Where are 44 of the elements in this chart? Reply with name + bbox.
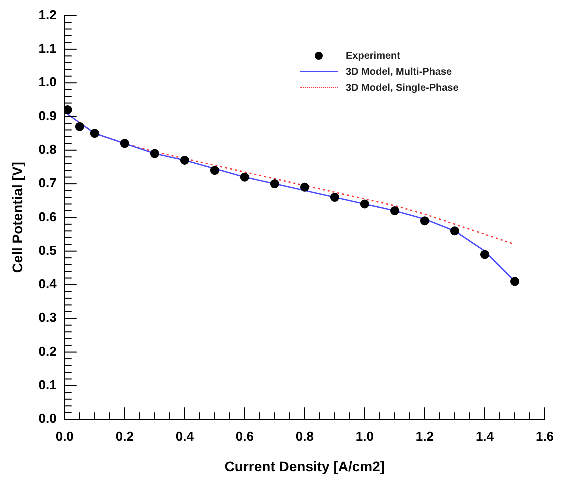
y-tick-label: 0.5: [38, 242, 57, 258]
y-tick-label: 1.2: [38, 7, 57, 22]
point: [240, 172, 250, 182]
y-tick-label: 0.1: [38, 378, 57, 393]
point: [450, 226, 460, 236]
y-axis-title: Cell Potential [V]: [9, 162, 26, 274]
x-tick-label: 0.8: [296, 428, 314, 444]
point: [210, 166, 220, 176]
y-tick-label: 1.1: [38, 41, 57, 56]
x-tick-label: 1.4: [476, 428, 495, 444]
y-tick-label: 1.0: [38, 74, 57, 90]
point: [270, 180, 280, 189]
y-tick-label: 0.8: [38, 142, 57, 157]
y-tick-label: 0.6: [38, 209, 57, 224]
point: [180, 156, 190, 165]
y-tick-label: 0.2: [38, 344, 57, 359]
x-axis-title: Current Density [A/cm2]: [224, 458, 386, 474]
y-tick-label: 0.3: [38, 310, 57, 326]
point: [510, 277, 520, 286]
y-tick-label: 0.0: [38, 411, 57, 426]
point: [64, 106, 72, 115]
point: [75, 122, 84, 132]
x-tick-label: 0.4: [176, 428, 195, 444]
point: [420, 216, 430, 226]
point: [480, 250, 490, 260]
legend-label: 3D Model, Single-Phase: [346, 82, 459, 94]
x-tick-label: 1.2: [416, 428, 434, 444]
x-tick-label: 0.6: [236, 428, 254, 444]
legend-label: Experiment: [346, 50, 400, 62]
point: [330, 193, 340, 202]
point: [360, 200, 370, 209]
point: [120, 139, 130, 148]
point: [90, 129, 100, 138]
x-tick-label: 0.0: [56, 428, 74, 444]
point: [150, 149, 160, 158]
point: [300, 182, 310, 192]
point: [390, 206, 400, 216]
x-tick-label: 1.6: [536, 428, 554, 444]
y-tick-label: 0.9: [38, 108, 57, 124]
y-tick-label: 0.7: [38, 176, 57, 191]
legend-label: 3D Model, Multi-Phase: [346, 66, 452, 78]
x-tick-label: 1.0: [356, 428, 374, 444]
y-tick-label: 0.4: [38, 276, 58, 292]
x-tick-label: 0.2: [116, 428, 134, 444]
